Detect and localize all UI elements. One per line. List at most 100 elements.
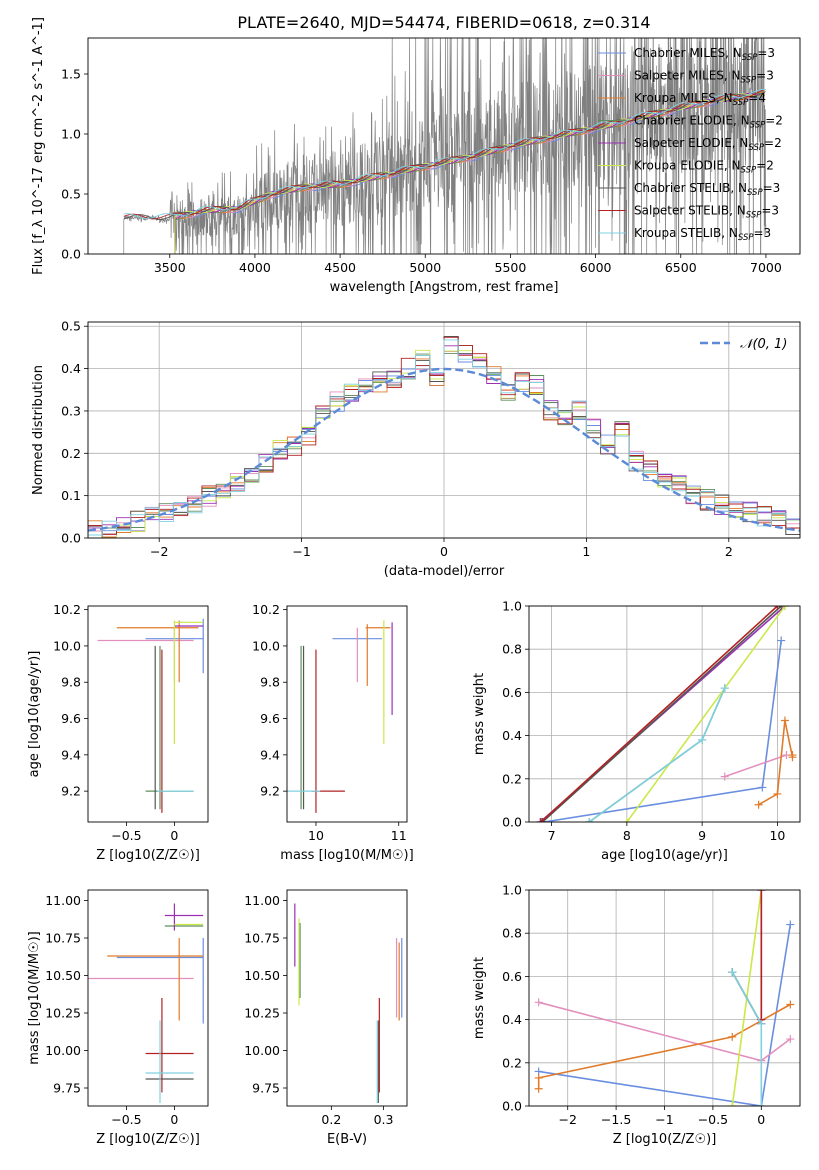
y-tick-label: 9.8: [61, 675, 81, 690]
y-axis-label: age [log10(age/yr)]: [27, 651, 42, 778]
legend-label: Chabrier ELODIE, NSSP=2: [634, 114, 783, 131]
y-tick-label: 10.0: [53, 638, 81, 653]
weight-line: [540, 606, 778, 822]
weight-marker: [777, 636, 786, 645]
spectrum-legend: Chabrier MILES, NSSP=3 Salpeter MILES, NS…: [598, 46, 783, 243]
x-tick-label: −1: [655, 1112, 673, 1127]
weight-marker: [780, 606, 789, 610]
y-tick-label: 0.5: [61, 319, 81, 334]
weight-marker: [758, 783, 767, 792]
gaussian-curve: [88, 367, 800, 532]
panel-mass_vs_Z: −0.5 0 9.75 10.00 10.25 10.50 10.75 11.00 Z [log…: [27, 889, 209, 1147]
y-tick-label: 9.4: [61, 747, 81, 762]
y-tick-label: 10.25: [244, 1006, 280, 1021]
legend-label: Kroupa STELIB, NSSP=3: [634, 226, 771, 243]
weight-line: [538, 924, 792, 1106]
y-tick-label: 0.2: [502, 771, 522, 786]
x-axis-label: mass [log10(M/M☉)]: [280, 848, 413, 863]
x-tick-label: 0.2: [321, 1112, 341, 1127]
legend-label: Salpeter MILES, NSSP=3: [634, 69, 774, 86]
spectrum-plot-area: [123, 38, 767, 254]
weight-line: [724, 754, 787, 778]
legend-label: Salpeter ELODIE, NSSP=2: [634, 136, 782, 153]
model-spectrum-line: [123, 89, 766, 219]
x-tick-label: 4000: [239, 260, 271, 275]
y-tick-label: 0.0: [61, 247, 81, 262]
x-tick-label: −1: [292, 544, 310, 559]
y-tick-label: 0.2: [502, 1055, 522, 1070]
y-tick-label: 9.6: [260, 711, 280, 726]
panel-residuals: −2 −1 0 1 2 0.0 0.1 0.2 0.3 0.4 0.5 (data-model)/er…: [31, 319, 801, 579]
y-tick-label: 9.2: [61, 784, 81, 799]
axes-frame: [87, 321, 801, 539]
x-tick-label: 1: [582, 544, 590, 559]
weight-marker: [754, 800, 763, 809]
x-tick-label: 5000: [409, 260, 441, 275]
weight-marker: [786, 1035, 795, 1044]
y-tick-label: 11.00: [45, 893, 81, 908]
weight-marker: [786, 1000, 795, 1009]
axes-frame: [286, 605, 408, 823]
weight-marker: [757, 1019, 766, 1028]
weight-marker: [720, 772, 729, 781]
y-tick-label: 0.0: [502, 1099, 522, 1114]
y-tick-label: 0.0: [61, 531, 81, 546]
x-tick-label: 0.3: [374, 1112, 394, 1127]
y-tick-label: 10.75: [244, 931, 280, 946]
weight-marker: [728, 968, 737, 977]
segments-plot-area: [88, 903, 204, 1103]
weight-marker: [788, 751, 797, 760]
axes-frame: [87, 37, 801, 255]
weight-marker: [534, 998, 543, 1007]
weight-marker: [534, 1073, 543, 1082]
x-tick-label: 0: [440, 544, 448, 559]
figure-title: PLATE=2640, MJD=54474, FIBERID=0618, z=0…: [237, 13, 650, 32]
y-axis-label: mass weight: [472, 957, 487, 1039]
weight-marker: [786, 920, 795, 929]
weight-line: [588, 687, 726, 822]
y-tick-label: 10.50: [244, 968, 280, 983]
y-tick-label: 0.1: [61, 488, 81, 503]
y-tick-label: 0.6: [502, 969, 522, 984]
x-axis-label: (data-model)/error: [384, 564, 505, 579]
x-axis-label: age [log10(age/yr)]: [601, 848, 728, 863]
y-tick-label: 0.4: [502, 1012, 522, 1027]
x-tick-label: 5500: [495, 260, 527, 275]
x-tick-label: 8: [623, 828, 631, 843]
x-tick-label: −2: [150, 544, 168, 559]
y-tick-label: 0.2: [61, 446, 81, 461]
weight-line: [543, 640, 782, 822]
legend-label: Kroupa MILES, NSSP=4: [634, 91, 766, 108]
axes-frame: [87, 605, 209, 823]
x-tick-label: 0: [757, 1112, 765, 1127]
y-tick-label: 0.5: [61, 187, 81, 202]
segments-plot-area: [294, 903, 403, 1103]
y-tick-label: 10.2: [252, 602, 280, 617]
y-tick-label: 1.0: [502, 599, 522, 614]
weight-marker: [777, 606, 786, 610]
axes-frame: [528, 605, 801, 823]
weight-marker: [728, 1102, 737, 1106]
data-spectrum-line: [123, 38, 767, 254]
y-tick-label: 9.8: [260, 675, 280, 690]
y-tick-label: 1.5: [61, 67, 81, 82]
x-tick-label: −2: [558, 1112, 576, 1127]
weight-marker: [537, 818, 546, 822]
x-axis-label: E(B-V): [327, 1132, 367, 1147]
y-tick-label: 9.4: [260, 747, 280, 762]
y-tick-label: 0.8: [502, 926, 522, 941]
axes-frame: [528, 889, 801, 1107]
weight-marker: [534, 1084, 543, 1093]
x-tick-label: 0: [170, 828, 178, 843]
y-tick-label: 0.3: [61, 403, 81, 418]
weight-marker: [538, 818, 547, 822]
histogram-step: [88, 336, 800, 538]
legend-label: Salpeter STELIB, NSSP=3: [634, 204, 779, 221]
panel-mass_vs_ebv: 0.2 0.3 9.75 10.00 10.25 10.50 10.75 11.00 E(B-V…: [244, 889, 408, 1147]
y-tick-label: 0.4: [61, 361, 81, 376]
x-tick-label: −0.5: [698, 1112, 728, 1127]
y-tick-label: 11.00: [244, 893, 280, 908]
y-tick-label: 0.4: [502, 728, 522, 743]
weight-marker: [757, 1102, 766, 1106]
x-tick-label: 2: [725, 544, 733, 559]
